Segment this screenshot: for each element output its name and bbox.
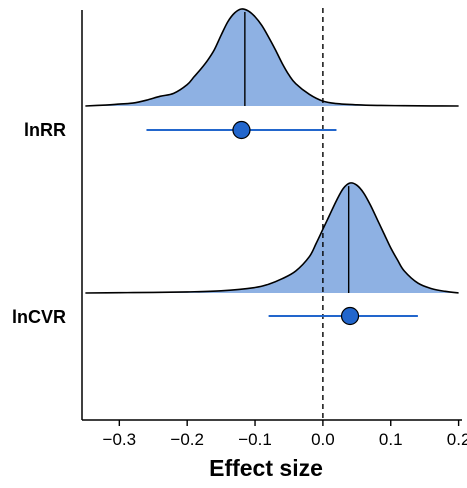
x-tick-label: 0.0 xyxy=(311,430,335,449)
category-label-lnRR: lnRR xyxy=(24,120,66,140)
axes-layer xyxy=(81,10,462,421)
x-tick-label: −0.3 xyxy=(103,430,137,449)
density-layer xyxy=(85,8,459,294)
x-tick-label: 0.2 xyxy=(447,430,467,449)
x-tick-label: 0.1 xyxy=(379,430,403,449)
density-area-lnCVR xyxy=(85,182,459,293)
x-axis-title: Effect size xyxy=(209,455,323,481)
density-outline-lnRR xyxy=(85,8,459,107)
interval-layer xyxy=(146,120,418,326)
point-estimate-lnCVR xyxy=(340,306,360,326)
density-outline-lnCVR xyxy=(85,182,459,294)
category-labels-layer: lnRR lnCVR xyxy=(12,120,66,327)
x-tick-label: −0.1 xyxy=(238,430,272,449)
category-label-lnCVR: lnCVR xyxy=(12,307,66,327)
density-area-lnRR xyxy=(85,8,459,107)
point-estimate-lnRR xyxy=(232,120,251,140)
x-tick-label: −0.2 xyxy=(170,430,204,449)
x-ticks-layer: −0.3 −0.2 −0.1 0.0 0.1 0.2 xyxy=(103,420,467,449)
